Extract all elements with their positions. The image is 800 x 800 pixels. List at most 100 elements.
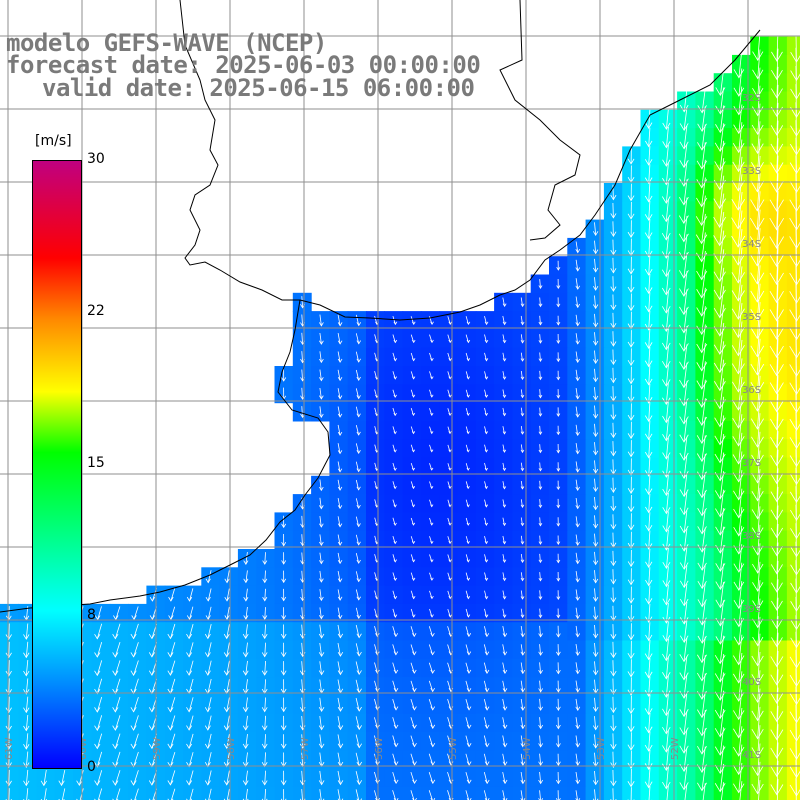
wind-vector-head	[520, 358, 525, 362]
wind-vector	[319, 734, 322, 748]
wind-cell	[677, 457, 696, 477]
wind-vector-head	[466, 541, 470, 545]
wind-cell	[347, 713, 367, 733]
wind-vector-head	[731, 290, 745, 302]
wind-cell	[109, 713, 129, 733]
wind-vector	[355, 516, 360, 527]
wind-cell	[695, 677, 715, 696]
wind-cell	[732, 457, 751, 477]
wind-vector	[189, 606, 194, 620]
wind-vector-head	[337, 651, 344, 657]
wind-cell	[695, 274, 715, 294]
wind-vector-head	[575, 688, 581, 693]
wind-vector-head	[627, 634, 635, 641]
wind-vector	[337, 333, 341, 344]
wind-vector	[683, 107, 688, 131]
wind-cell	[713, 750, 733, 770]
wind-vector	[776, 412, 779, 448]
wind-vector	[776, 264, 779, 303]
wind-vector-head	[112, 688, 119, 695]
wind-cell	[219, 695, 239, 715]
valid-date: valid date: 2025-06-15 06:00:00	[42, 74, 475, 102]
wind-cell	[750, 146, 770, 166]
wind-vector	[701, 435, 706, 462]
wind-vector-head	[356, 413, 361, 418]
colorbar-tick: 22	[87, 303, 105, 319]
wind-cell	[420, 713, 440, 733]
wind-vector	[648, 493, 651, 513]
wind-vector	[776, 393, 779, 430]
wind-vector	[701, 324, 706, 353]
wind-vector-head	[412, 669, 417, 674]
wind-vector-head	[732, 143, 745, 154]
wind-cell	[768, 439, 788, 459]
wind-vector-head	[733, 728, 745, 739]
wind-vector	[719, 211, 725, 246]
wind-vector-head	[411, 595, 416, 600]
wind-cell	[732, 695, 751, 715]
wind-vector-head	[167, 761, 174, 768]
wind-vector	[719, 105, 724, 133]
wind-vector-head	[242, 725, 249, 731]
wind-vector-head	[556, 688, 561, 693]
wind-vector-head	[769, 272, 784, 286]
wind-vector-head	[375, 688, 380, 693]
wind-vector-head	[661, 360, 671, 369]
wind-vector-head	[575, 578, 580, 583]
wind-vector	[776, 650, 779, 685]
wind-vector	[319, 607, 322, 619]
wind-vector	[264, 679, 266, 694]
wind-vector	[8, 769, 10, 786]
wind-vector	[683, 215, 688, 242]
wind-vector-head	[168, 615, 174, 621]
wind-vector-head	[430, 651, 435, 656]
wind-vector-head	[592, 780, 599, 786]
wind-vector-head	[769, 418, 784, 431]
wind-cell	[384, 695, 404, 715]
wind-cell	[695, 622, 715, 642]
wind-vector	[683, 491, 688, 515]
wind-vector-head	[281, 578, 287, 584]
wind-vector-head	[610, 652, 617, 659]
wind-cell	[366, 658, 385, 678]
wind-cell	[622, 329, 642, 349]
wind-cell	[677, 622, 696, 642]
wind-vector	[245, 788, 248, 800]
wind-vector-head	[661, 232, 671, 241]
wind-vector	[226, 733, 230, 749]
wind-vector-head	[112, 633, 119, 640]
wind-vector-head	[520, 633, 526, 638]
wind-vector-head	[393, 614, 398, 618]
wind-vector	[301, 351, 303, 363]
wind-vector	[738, 507, 743, 536]
wind-vector	[756, 246, 761, 284]
wind-vector-head	[393, 504, 397, 508]
wind-vector-head	[393, 779, 399, 785]
wind-vector	[483, 644, 488, 655]
wind-vector	[301, 697, 304, 712]
wind-cell	[732, 164, 751, 184]
wind-vector	[428, 735, 434, 747]
wind-vector	[355, 771, 360, 785]
wind-vector-head	[448, 577, 452, 581]
wind-vector	[665, 199, 669, 222]
wind-vector-head	[5, 780, 12, 787]
wind-vector	[245, 697, 248, 712]
wind-cell	[713, 457, 733, 477]
wind-cell	[695, 128, 715, 147]
wind-vector-head	[466, 358, 471, 362]
wind-cell	[786, 695, 800, 715]
wind-cell	[677, 768, 696, 788]
wind-cell	[622, 439, 642, 459]
wind-vector-head	[770, 473, 784, 485]
wind-vector	[520, 553, 523, 563]
wind-cell	[640, 347, 660, 367]
wind-vector-head	[112, 743, 119, 750]
wind-vector-head	[733, 618, 745, 628]
wind-vector-head	[645, 616, 653, 623]
wind-cell	[786, 329, 800, 349]
wind-vector-head	[679, 507, 689, 516]
wind-vector-head	[751, 143, 764, 154]
wind-vector-head	[733, 765, 745, 776]
wind-cell	[732, 128, 751, 147]
